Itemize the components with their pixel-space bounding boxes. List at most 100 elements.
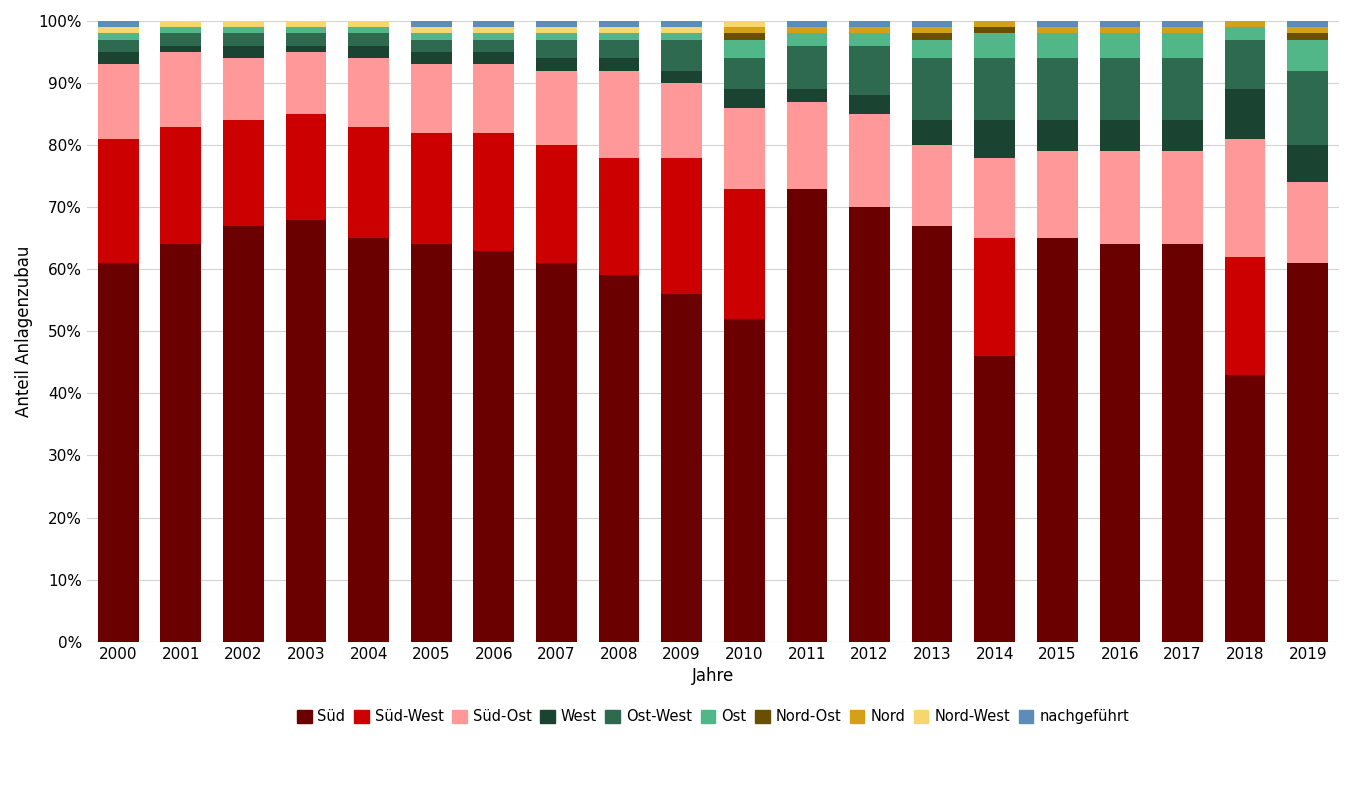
Bar <box>1099 121 1140 151</box>
Bar <box>474 40 515 52</box>
Bar <box>97 52 138 65</box>
Bar <box>1037 151 1078 238</box>
Bar <box>1288 182 1328 263</box>
Bar <box>1099 27 1140 34</box>
Bar <box>410 21 452 27</box>
Bar <box>724 27 765 34</box>
Bar <box>286 52 326 114</box>
Bar <box>598 70 639 157</box>
Bar <box>975 58 1016 121</box>
Bar <box>598 21 639 27</box>
Bar <box>348 27 389 34</box>
Bar <box>724 21 765 27</box>
Bar <box>975 238 1016 356</box>
Bar <box>536 40 577 58</box>
Bar <box>849 34 890 46</box>
Bar <box>161 27 202 34</box>
Bar <box>787 27 827 34</box>
Bar <box>1099 244 1140 642</box>
Bar <box>911 40 952 58</box>
Bar <box>1037 21 1078 27</box>
Bar <box>724 40 765 58</box>
Bar <box>348 126 389 238</box>
Bar <box>849 207 890 642</box>
Bar <box>223 121 264 226</box>
Bar <box>223 34 264 46</box>
Bar <box>161 34 202 46</box>
Bar <box>536 27 577 34</box>
Bar <box>97 40 138 52</box>
Bar <box>1037 27 1078 34</box>
Bar <box>724 89 765 108</box>
Bar <box>1225 27 1266 40</box>
Bar <box>1288 34 1328 40</box>
Bar <box>410 244 452 642</box>
Bar <box>661 294 701 642</box>
Bar <box>286 34 326 46</box>
Bar <box>975 34 1016 58</box>
Bar <box>598 276 639 642</box>
Bar <box>97 139 138 263</box>
Bar <box>348 238 389 642</box>
Bar <box>911 226 952 642</box>
Bar <box>849 46 890 95</box>
Bar <box>1099 34 1140 58</box>
Bar <box>161 126 202 244</box>
Bar <box>286 46 326 52</box>
Bar <box>787 101 827 189</box>
Bar <box>474 34 515 40</box>
Bar <box>787 21 827 27</box>
Bar <box>410 40 452 52</box>
Bar <box>975 121 1016 157</box>
Bar <box>598 40 639 58</box>
Bar <box>97 65 138 139</box>
Bar <box>1162 121 1202 151</box>
Bar <box>975 21 1016 27</box>
Bar <box>661 40 701 70</box>
Bar <box>410 65 452 133</box>
Bar <box>1225 375 1266 642</box>
Bar <box>724 189 765 319</box>
Bar <box>286 114 326 220</box>
Bar <box>661 21 701 27</box>
Bar <box>1162 244 1202 642</box>
Bar <box>474 21 515 27</box>
Bar <box>911 34 952 40</box>
Bar <box>536 21 577 27</box>
Bar <box>1225 89 1266 139</box>
Bar <box>975 157 1016 238</box>
Bar <box>598 157 639 276</box>
Bar <box>410 34 452 40</box>
Bar <box>661 34 701 40</box>
Bar <box>849 114 890 207</box>
Bar <box>536 34 577 40</box>
Bar <box>1162 21 1202 27</box>
Bar <box>161 52 202 126</box>
Bar <box>1225 256 1266 375</box>
Bar <box>849 95 890 114</box>
Bar <box>661 157 701 294</box>
Bar <box>1288 70 1328 145</box>
Bar <box>410 133 452 244</box>
Bar <box>787 34 827 46</box>
Bar <box>1225 21 1266 27</box>
Bar <box>724 319 765 642</box>
Bar <box>97 34 138 40</box>
Bar <box>536 58 577 70</box>
Bar <box>598 58 639 70</box>
Bar <box>161 244 202 642</box>
Bar <box>598 34 639 40</box>
Bar <box>474 52 515 65</box>
Bar <box>536 70 577 145</box>
X-axis label: Jahre: Jahre <box>692 667 734 685</box>
Bar <box>410 27 452 34</box>
Bar <box>849 21 890 27</box>
Bar <box>1037 238 1078 642</box>
Bar <box>348 58 389 126</box>
Bar <box>1288 40 1328 70</box>
Bar <box>911 145 952 226</box>
Bar <box>474 65 515 133</box>
Bar <box>661 83 701 157</box>
Bar <box>536 145 577 263</box>
Bar <box>975 27 1016 34</box>
